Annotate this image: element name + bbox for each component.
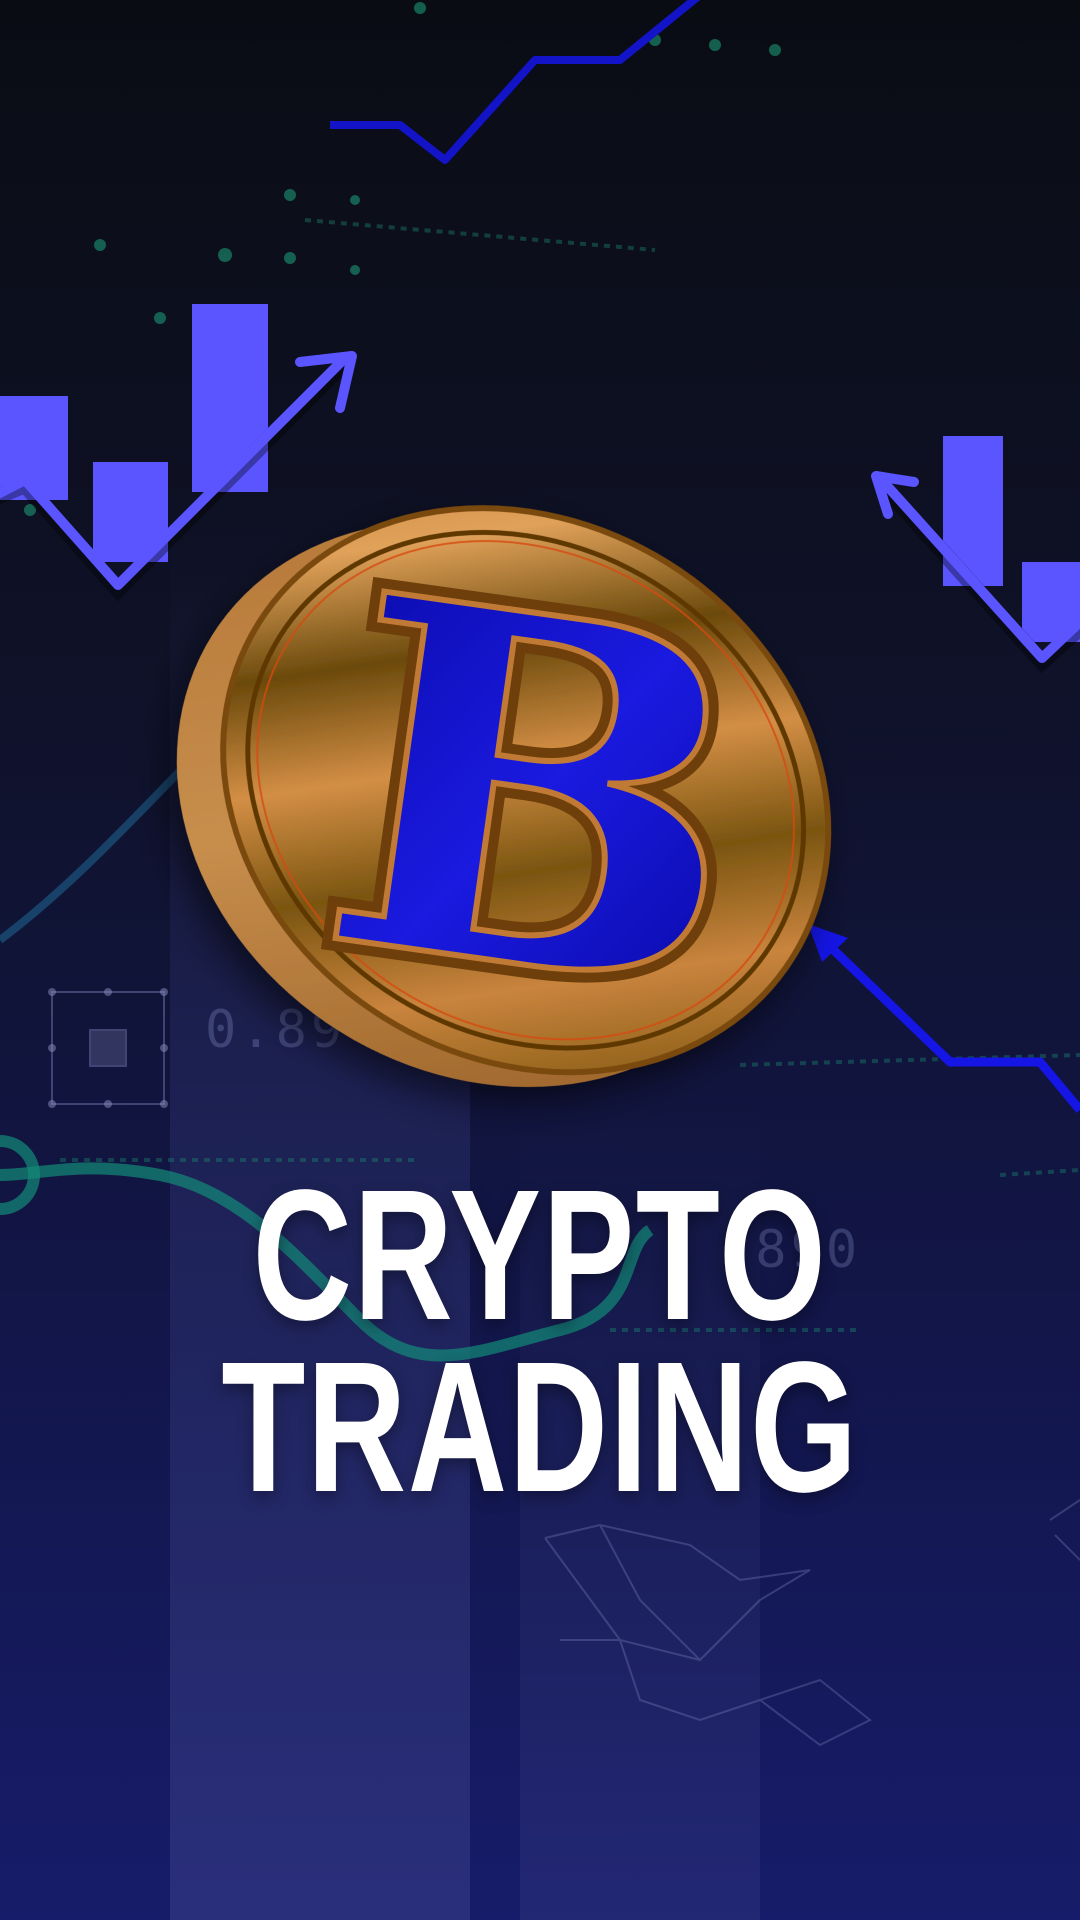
headline-line-2: TRADING <box>221 1324 859 1531</box>
coin-symbol-outline: B <box>298 489 778 1104</box>
rising-trend-line <box>0 354 349 590</box>
headline: CRYPTO TRADING <box>0 1152 1080 1531</box>
bg-selection-handles <box>48 988 168 1108</box>
bg-teal-curve <box>0 1162 654 1362</box>
bg-polygon-network <box>544 1499 1080 1747</box>
falling-chart <box>871 436 1080 674</box>
falling-trend-line <box>876 474 1080 663</box>
bg-dashed-lines <box>60 218 1080 1332</box>
rising-chart <box>0 304 357 602</box>
bg-price-number: .890 <box>720 1220 862 1280</box>
coin-face <box>220 505 832 1076</box>
arrow-head-icon <box>808 924 848 962</box>
arrow-up-icon <box>295 351 357 413</box>
coin-rim-accent <box>256 540 796 1041</box>
top-trend-line <box>330 0 701 164</box>
arrow-down-icon <box>871 471 919 519</box>
pointer-line <box>808 924 1080 1113</box>
coin-symbol: B B <box>285 476 791 1117</box>
bitcoin-coin <box>176 505 832 1087</box>
headline-line-1: CRYPTO <box>252 1152 828 1359</box>
bg-curve-node <box>0 1135 40 1215</box>
coin-rim-inner <box>245 529 807 1051</box>
chart-bar <box>192 304 268 492</box>
coin-symbol-fill: B <box>298 489 778 1104</box>
bg-dot-grid <box>24 2 781 516</box>
